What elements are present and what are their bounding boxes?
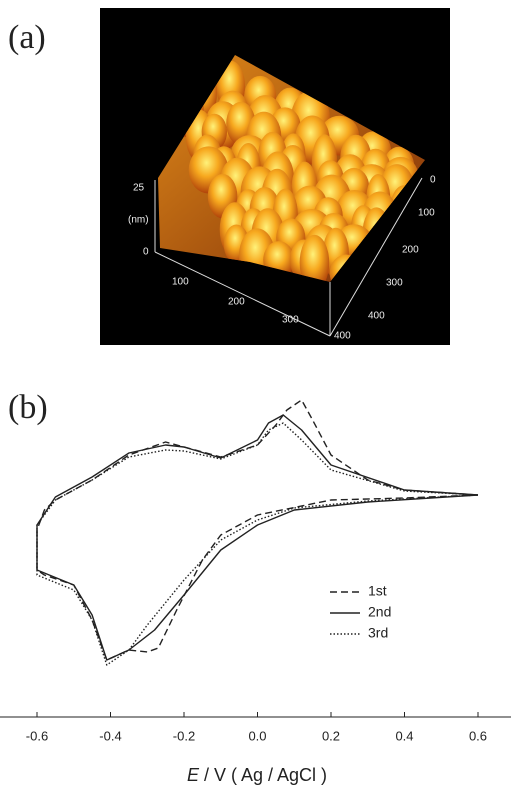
panel-label: (b) (8, 389, 48, 426)
afm-z-unit: (nm) (128, 215, 149, 226)
legend-label: 1st (368, 583, 387, 599)
cv-curve (37, 423, 478, 665)
afm-x-tick: 300 (282, 315, 299, 326)
x-label-unit: / V ( Ag / AgCl ) (204, 765, 327, 785)
panel-label: (a) (8, 19, 46, 56)
x-tick-label: -0.4 (99, 728, 121, 743)
x-tick-label: 0.4 (395, 728, 413, 743)
x-tick-label: 0.6 (469, 728, 487, 743)
x-label-symbol: E (187, 765, 200, 785)
afm-y-tick: 400 (368, 311, 385, 322)
legend-label: 2nd (368, 604, 391, 620)
afm-z-tick: 25 (133, 183, 145, 194)
cv-curve (37, 415, 478, 660)
x-tick-label: 0.0 (248, 728, 266, 743)
afm-y-tick: 0 (430, 175, 436, 186)
afm-image: (nm) 25 0 100 200 300 400 0 100 200 300 400 (100, 8, 450, 345)
x-tick-label: -0.6 (26, 728, 48, 743)
afm-y-tick: 300 (386, 278, 403, 289)
afm-x-tick: 100 (172, 277, 189, 288)
x-axis-label: E/ V ( Ag / AgCl ) (187, 765, 327, 785)
afm-z-tick: 0 (143, 247, 149, 258)
afm-y-tick: 200 (402, 245, 419, 256)
figure: (a) (b) (nm) 25 0 100 200 300 400 0 100 200 300 40… (0, 0, 511, 790)
legend-label: 3rd (368, 625, 388, 641)
afm-x-tick: 200 (228, 297, 245, 308)
x-tick-label: -0.2 (173, 728, 195, 743)
afm-x-tick: 400 (334, 331, 351, 342)
afm-y-tick: 100 (418, 208, 435, 219)
x-tick-label: 0.2 (322, 728, 340, 743)
